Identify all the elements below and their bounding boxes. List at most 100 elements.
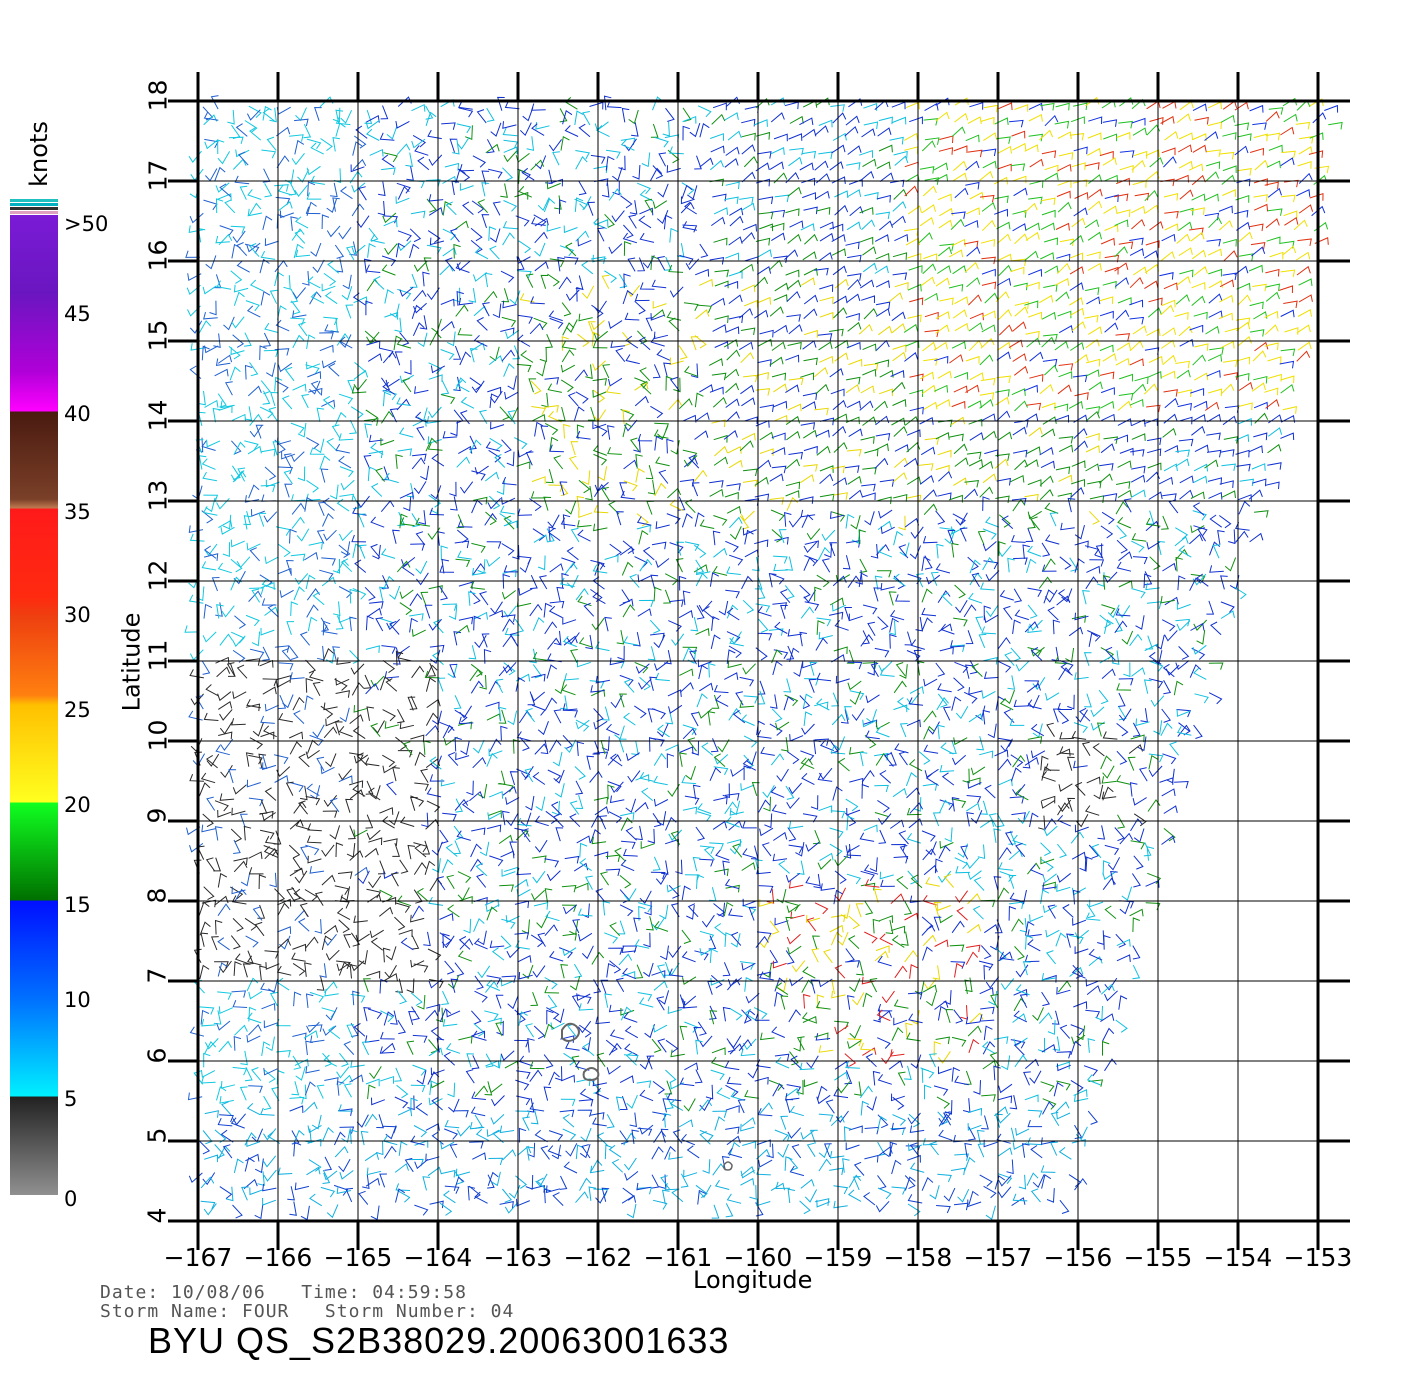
wind-barb — [683, 1098, 696, 1112]
wind-barb — [581, 1144, 591, 1159]
wind-barb — [454, 1170, 464, 1185]
wind-barb — [923, 503, 938, 516]
wind-barb — [620, 1096, 628, 1110]
wind-barb — [398, 1141, 408, 1156]
wind-barb — [264, 466, 277, 481]
wind-barb — [723, 339, 739, 348]
wind-barb — [336, 333, 350, 346]
wind-barb — [738, 1039, 753, 1052]
wind-barb — [663, 961, 671, 976]
wind-barb — [532, 855, 547, 863]
wind-barb — [786, 290, 801, 302]
wind-barb — [653, 920, 669, 932]
wind-barb — [755, 859, 763, 874]
wind-barb — [244, 406, 253, 421]
wind-barb — [292, 1032, 307, 1041]
wind-barb — [830, 1115, 845, 1127]
wind-barb — [329, 484, 339, 500]
wind-barb — [922, 934, 937, 947]
wind-barb — [994, 919, 1003, 934]
wind-barb — [426, 179, 441, 187]
wind-barb — [849, 1025, 862, 1039]
wind-barb — [924, 292, 939, 301]
wind-barb — [367, 353, 383, 362]
wind-barb — [799, 758, 813, 771]
wind-barb — [713, 237, 728, 246]
wind-barb — [365, 814, 374, 829]
wind-barb — [394, 351, 403, 366]
wind-barb — [574, 766, 586, 780]
wind-barb — [232, 334, 245, 348]
wind-barb — [969, 1012, 984, 1024]
wind-barb — [1178, 646, 1190, 660]
wind-barb — [1283, 300, 1298, 309]
wind-barb — [314, 919, 322, 934]
wind-barb — [785, 354, 800, 363]
wind-barb — [965, 951, 979, 965]
wind-barb — [1209, 347, 1224, 355]
wind-barb — [642, 255, 655, 269]
wind-barb — [1177, 402, 1192, 411]
wind-barb — [937, 724, 945, 740]
wind-barb — [276, 766, 291, 778]
wind-barb — [1131, 159, 1146, 171]
wind-barb — [654, 482, 667, 497]
wind-barb — [664, 1145, 676, 1160]
wind-barb — [1102, 119, 1118, 127]
wind-barb — [244, 120, 258, 133]
wind-barb — [1177, 389, 1192, 397]
wind-barb — [693, 564, 708, 573]
wind-barb — [306, 201, 317, 217]
wind-barb — [233, 857, 248, 866]
wind-barb — [968, 687, 983, 695]
wind-barb — [854, 1081, 862, 1096]
wind-barb — [262, 646, 271, 661]
wind-barb — [243, 1178, 258, 1190]
wind-barb — [383, 575, 395, 590]
wind-barb — [926, 574, 941, 585]
wind-barb — [1055, 278, 1070, 286]
wind-barb — [937, 870, 952, 883]
wind-barb — [862, 343, 877, 352]
wind-barb — [502, 1188, 513, 1203]
wind-barb — [864, 1126, 880, 1135]
wind-barb — [263, 846, 278, 858]
wind-barb — [758, 618, 769, 633]
wind-barb — [950, 961, 966, 969]
wind-barb — [1088, 844, 1100, 859]
wind-barb — [527, 691, 536, 706]
wind-barb — [814, 902, 829, 915]
wind-barb — [392, 529, 400, 544]
wind-barb — [735, 691, 744, 706]
wind-barb — [623, 1054, 639, 1063]
wind-barb — [334, 721, 343, 736]
wind-barb — [907, 253, 922, 261]
wind-barb — [557, 256, 565, 272]
wind-barb — [773, 563, 788, 572]
wind-barb — [550, 1022, 565, 1031]
wind-barb — [775, 1181, 791, 1190]
wind-barb — [983, 964, 991, 980]
wind-barb — [237, 467, 246, 482]
wind-barb — [499, 782, 514, 793]
wind-barb — [628, 214, 637, 229]
wind-barb — [219, 709, 233, 721]
wind-barb — [397, 651, 412, 662]
wind-barb — [982, 709, 991, 725]
wind-barb — [832, 477, 848, 486]
wind-barb — [681, 929, 692, 944]
wind-barb — [231, 124, 241, 140]
wind-barb — [756, 1167, 771, 1176]
wind-barb — [297, 918, 310, 932]
wind-barb — [1250, 242, 1266, 250]
wind-barb — [725, 1105, 740, 1113]
wind-barb — [562, 322, 575, 336]
wind-barb — [266, 362, 276, 378]
wind-barb — [939, 764, 955, 773]
wind-barb — [441, 1169, 456, 1178]
wind-barb — [818, 1113, 834, 1122]
wind-barb — [1010, 266, 1025, 275]
wind-barb — [1208, 310, 1223, 319]
wind-barb — [1175, 618, 1190, 627]
wind-barb — [325, 1007, 338, 1021]
